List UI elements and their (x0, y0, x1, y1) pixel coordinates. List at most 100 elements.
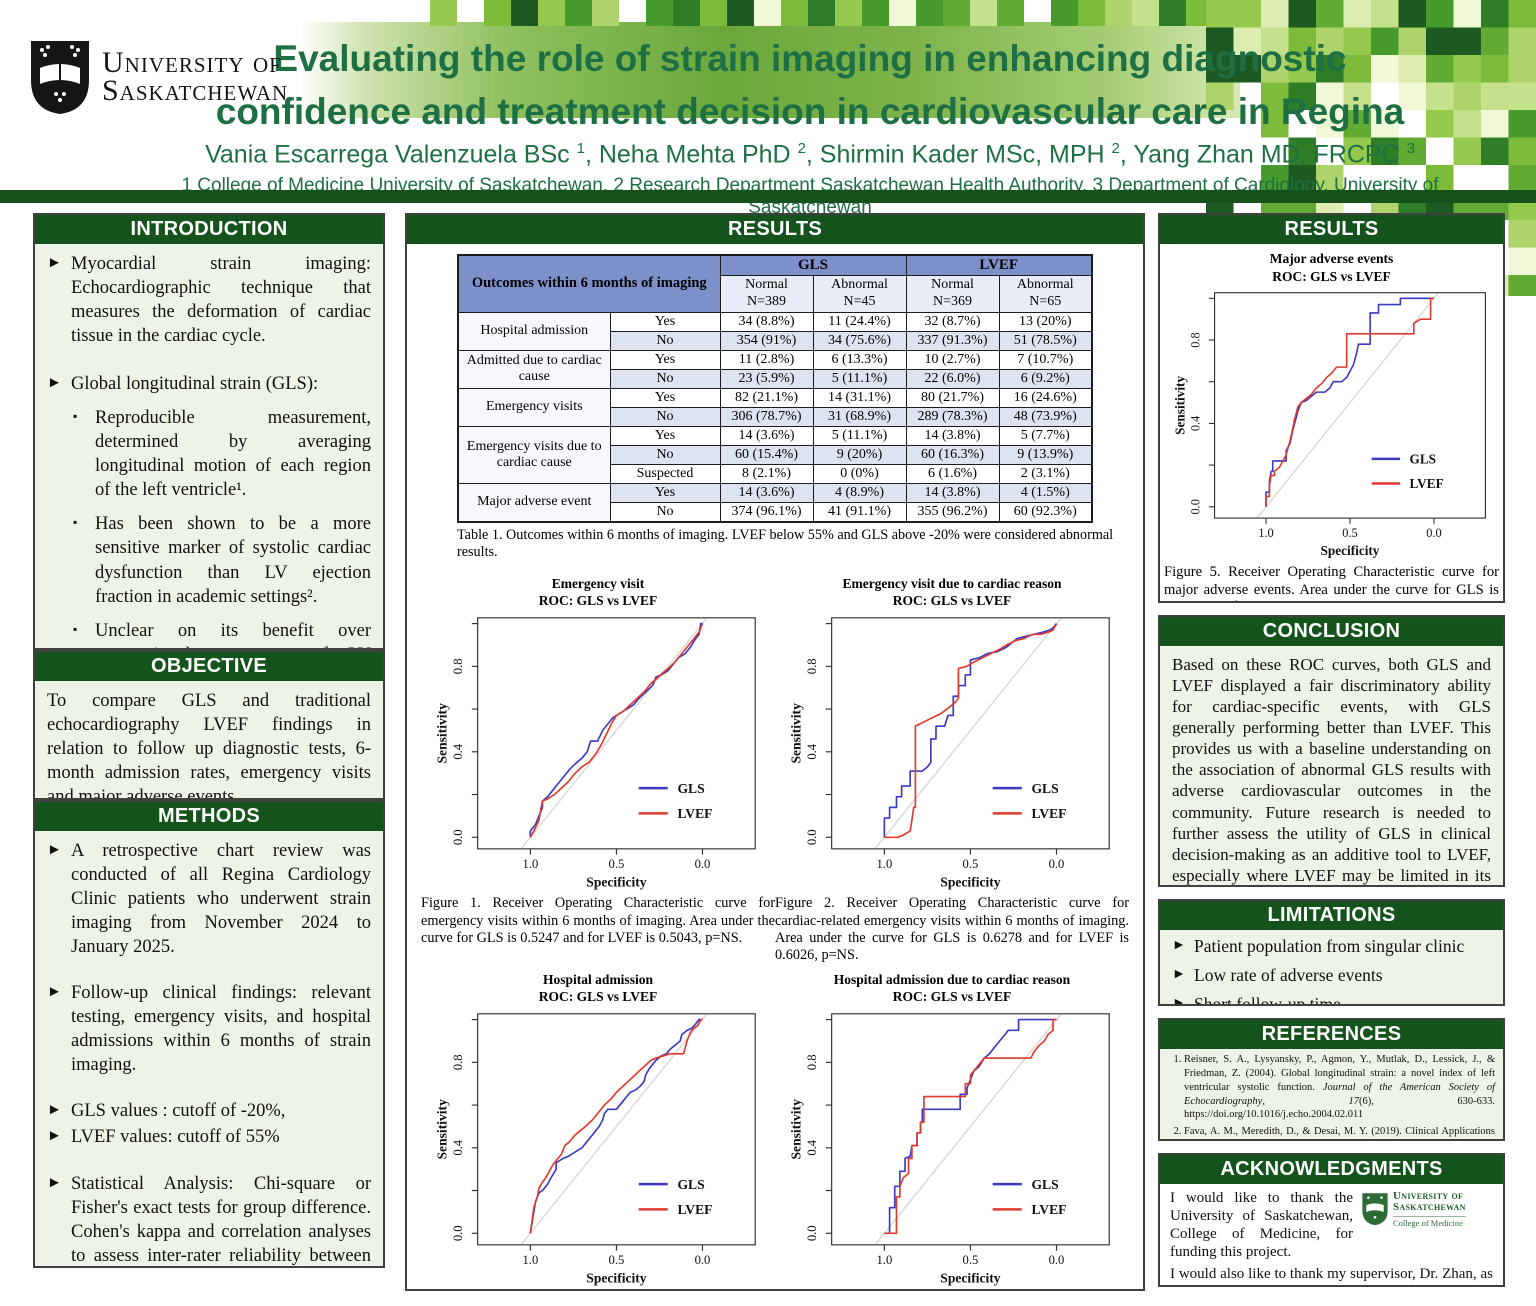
svg-text:LVEF: LVEF (677, 1202, 712, 1217)
section-references: REFERENCES Reisner, S. A., Lysyansky, P.… (1158, 1018, 1505, 1141)
logo-line1: University of (102, 45, 282, 79)
legend: GLS LVEF (1371, 452, 1443, 491)
figure-title: Hospital admission due to cardiac reason… (833, 971, 1071, 1005)
table-cell: 13 (20%) (998, 311, 1093, 332)
intro-bullet: ► Global longitudinal strain (GLS): (47, 372, 371, 396)
acknowledgment-text-2: I would also like to thank my supervisor… (1170, 1266, 1493, 1285)
table-row: No 374 (96.1%) 41 (91.1%) 355 (96.2%) 60 (92… (458, 501, 1093, 523)
section-results-right: RESULTS Major adverse events ROC: GLS vs … (1158, 213, 1505, 603)
roc-curve-lvef (884, 1018, 1057, 1235)
svg-text:0.4: 0.4 (805, 743, 819, 759)
svg-text:0.4: 0.4 (451, 743, 465, 759)
table-cell: 31 (68.9%) (812, 406, 907, 427)
bullet-square-icon: ▪ (73, 409, 78, 424)
table-cell: 48 (73.9%) (998, 406, 1093, 427)
figure-caption: Figure 1. Receiver Operating Characteris… (421, 895, 775, 947)
svg-text:0.8: 0.8 (1188, 332, 1202, 347)
table-cell: 60 (92.3%) (998, 501, 1093, 523)
figure-caption: Figure 5. Receiver Operating Characteris… (1164, 563, 1499, 601)
table-group-header: GLS (719, 254, 907, 276)
intro-sub-bullet: ▪ Unclear on its benefit over convention… (73, 619, 371, 648)
section-conclusion: CONCLUSION Based on these ROC curves, bo… (1158, 615, 1505, 887)
y-axis-label: Sensitivity (435, 703, 450, 764)
figure-title: Emergency visit ROC: GLS vs LVEF (538, 575, 658, 609)
intro-text: Myocardial strain imaging: Echocardiogra… (71, 254, 371, 347)
conclusion-text: Based on these ROC curves, both GLS and … (1172, 655, 1491, 885)
y-axis: 0.0 0.4 0.8 (451, 1019, 478, 1241)
x-axis-label: Specificity (586, 1271, 647, 1286)
table-cell: 306 (78.7%) (719, 406, 814, 427)
svg-text:1.0: 1.0 (523, 857, 539, 871)
table-cell: 80 (21.7%) (905, 387, 1000, 408)
legend: GLS LVEF (992, 781, 1066, 821)
table-cell: 5 (11.1%) (812, 368, 907, 389)
table-cell: 41 (91.1%) (812, 501, 907, 523)
figure-roc-hospital-admission: Hospital admission ROC: GLS vs LVEF 1.0 0.… (421, 965, 775, 1289)
svg-text:GLS: GLS (1031, 1177, 1058, 1192)
table-row: No 23 (5.9%) 5 (11.1%) 22 (6.0%) 6 (9.2%) (458, 368, 1093, 389)
header-green-band (300, 22, 1240, 118)
figure-title: Hospital admission ROC: GLS vs LVEF (538, 971, 658, 1005)
table-cell: 5 (7.7%) (998, 425, 1093, 446)
svg-text:LVEF: LVEF (1409, 476, 1443, 491)
references-list: Reisner, S. A., Lysyansky, P., Agmon, Y.… (1168, 1053, 1495, 1139)
table-cell: 11 (24.4%) (812, 311, 907, 332)
table-cell: 32 (8.7%) (905, 311, 1000, 332)
methods-text: Follow-up clinical findings: relevant te… (71, 983, 371, 1076)
table-cell: No (609, 444, 721, 465)
college-logo-text: University of Saskatchewan College of Med… (1393, 1191, 1466, 1228)
table-cell: 289 (78.3%) (905, 406, 1000, 427)
svg-text:0.5: 0.5 (963, 857, 979, 871)
section-limitations: LIMITATIONS ► Patient population from si… (1158, 899, 1505, 1006)
acknowledgments-body: University of Saskatchewan College of Med… (1160, 1184, 1503, 1285)
table-cell: 23 (5.9%) (719, 368, 814, 389)
methods-body: ► A retrospective chart review was conduc… (35, 831, 383, 1266)
table-cell: 0 (0%) (812, 463, 907, 484)
table-row: No 60 (15.4%) 9 (20%) 60 (16.3%) 9 (13.9%) (458, 444, 1093, 465)
figure-title: Major adverse events ROC: GLS vs LVEF (1269, 251, 1394, 284)
legend: GLS LVEF (992, 1177, 1066, 1217)
svg-text:0.8: 0.8 (451, 1054, 465, 1070)
svg-text:0.0: 0.0 (451, 1225, 465, 1241)
table-cell: 34 (75.6%) (812, 330, 907, 351)
section-introduction: INTRODUCTION ► Myocardial strain imaging… (33, 213, 385, 650)
methods-text: A retrospective chart review was conduct… (71, 841, 371, 958)
intro-text: Unclear on its benefit over conventional… (95, 620, 371, 648)
college-of-medicine-logo: University of Saskatchewan College of Med… (1361, 1191, 1493, 1228)
authors: Vania Escarrega Valenzuela BSc 1, Neha M… (205, 140, 1415, 169)
x-axis-label: Specificity (586, 874, 647, 889)
acknowledgment-text-1: I would like to thank the University of … (1170, 1190, 1353, 1260)
svg-text:0.0: 0.0 (695, 1253, 711, 1267)
svg-text:0.0: 0.0 (805, 1225, 819, 1241)
bullet-square-icon: ▪ (73, 515, 78, 530)
conclusion-body: Based on these ROC curves, both GLS and … (1160, 646, 1503, 885)
bullet-arrow-icon: ► (47, 984, 62, 1001)
svg-text:0.8: 0.8 (451, 658, 465, 674)
table-cell: 14 (3.6%) (719, 482, 814, 503)
university-shield-icon (31, 41, 89, 114)
table-outcome-label: Major adverse event (457, 482, 611, 523)
table-cell: Yes (609, 311, 721, 332)
table-cell: 354 (91%) (719, 330, 814, 351)
roc-chart: 1.0 0.5 0.0 Specificity 0.0 0.4 0.8 Sensitivity… (1172, 292, 1486, 558)
table-group-header: LVEF (905, 254, 1093, 276)
roc-chart: 1.0 0.5 0.0 Specificity 0.0 0.4 0.8 Sensitivity… (789, 616, 1110, 889)
table-cell: 14 (3.8%) (905, 425, 1000, 446)
roc-curve-gls (883, 622, 1058, 837)
table-cell: Suspected (609, 463, 721, 484)
college-logo-line1: University of Saskatchewan (1393, 1190, 1466, 1213)
table-cell: 60 (16.3%) (905, 444, 1000, 465)
roc-chart: 1.0 0.5 0.0 Specificity 0.0 0.4 0.8 Sensitivity… (435, 616, 756, 889)
table-row: Suspected 8 (2.1%) 0 (0%) 6 (1.6%) 2 (3.1%) (458, 463, 1093, 484)
figures-grid: Emergency visit ROC: GLS vs LVEF 1.0 0.5 0.… (407, 561, 1143, 1289)
right-column: RESULTS Major adverse events ROC: GLS vs … (1158, 213, 1505, 1299)
roc-curve-gls (1264, 297, 1434, 507)
references-title: REFERENCES (1261, 1023, 1402, 1045)
intro-text: Global longitudinal strain (GLS): (71, 374, 319, 395)
bullet-arrow-icon: ► (47, 375, 62, 392)
objective-header: OBJECTIVE (35, 652, 383, 681)
x-axis: 1.0 0.5 0.0 (877, 848, 1064, 871)
table-row: Admitted due to cardiac cause Yes 11 (2.8%… (457, 349, 1093, 389)
table-cell: 11 (2.8%) (719, 349, 814, 370)
